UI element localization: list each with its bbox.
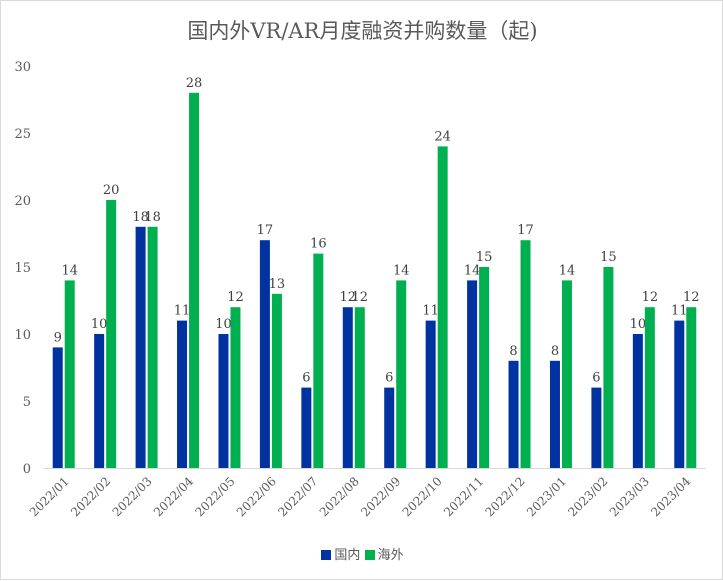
bar-overseas: [561, 280, 572, 468]
bar-overseas: [603, 267, 614, 468]
bar-domestic: [218, 334, 229, 468]
bar-domestic: [301, 387, 312, 468]
data-label: 18: [132, 210, 149, 225]
x-tick-label: 2023/02: [565, 474, 610, 519]
data-label: 28: [186, 76, 203, 91]
y-tick-label: 25: [14, 127, 31, 142]
y-tick-label: 15: [14, 261, 31, 276]
x-tick-label: 2023/04: [648, 474, 693, 519]
data-label: 12: [352, 290, 369, 305]
data-label: 6: [592, 371, 600, 386]
legend-item-domestic: 国内: [321, 548, 360, 563]
data-label: 11: [671, 304, 688, 319]
data-label: 17: [517, 223, 534, 238]
bar-domestic: [549, 360, 560, 468]
chart-title: 国内外VR/AR月度融资并购数量（起): [187, 19, 538, 43]
legend-label: 国内: [334, 548, 361, 563]
data-label: 17: [257, 223, 274, 238]
data-label: 8: [509, 344, 517, 359]
bar-overseas: [230, 307, 241, 468]
bar-overseas: [147, 226, 158, 468]
bar-overseas: [64, 280, 75, 468]
data-label: 10: [630, 317, 647, 332]
data-label: 6: [385, 371, 393, 386]
x-tick-label: 2022/05: [192, 474, 237, 519]
bar-overseas: [479, 267, 490, 468]
x-tick-label: 2022/11: [441, 474, 486, 519]
y-tick-label: 30: [14, 60, 31, 75]
bar-overseas: [437, 146, 448, 468]
data-label: 16: [310, 237, 327, 252]
bar-domestic: [94, 334, 105, 468]
legend-item-overseas: 海外: [364, 548, 404, 563]
bar-overseas: [686, 307, 697, 468]
data-label: 8: [551, 344, 559, 359]
bar-overseas: [354, 307, 365, 468]
data-label: 11: [174, 304, 191, 319]
legend-label: 海外: [377, 548, 404, 563]
data-label: 12: [227, 290, 244, 305]
data-label: 14: [61, 263, 78, 278]
data-label: 24: [434, 129, 451, 144]
data-label: 15: [476, 250, 493, 265]
data-label: 11: [422, 304, 439, 319]
bar-domestic: [384, 387, 395, 468]
legend: 国内 海外: [1, 544, 723, 563]
data-label: 6: [302, 371, 310, 386]
data-label: 12: [683, 290, 700, 305]
bar-domestic: [177, 320, 188, 468]
data-label: 12: [340, 290, 357, 305]
bar-domestic: [632, 334, 643, 468]
data-label: 14: [559, 263, 576, 278]
bar-overseas: [313, 253, 324, 468]
data-label: 15: [600, 250, 617, 265]
data-label: 14: [464, 263, 481, 278]
x-tick-label: 2022/04: [151, 474, 196, 519]
x-tick-label: 2022/07: [275, 474, 320, 519]
data-label: 13: [269, 277, 286, 292]
bar-overseas: [644, 307, 655, 468]
y-tick-label: 10: [14, 328, 31, 343]
bar-domestic: [508, 360, 519, 468]
bar-overseas: [396, 280, 407, 468]
bar-overseas: [189, 92, 200, 469]
bar-domestic: [425, 320, 436, 468]
bar-domestic: [259, 240, 270, 468]
y-tick-label: 20: [14, 194, 31, 209]
x-tick-label: 2022/09: [358, 474, 403, 519]
x-tick-label: 2022/12: [482, 474, 527, 519]
y-tick-label: 5: [23, 395, 31, 410]
bar-domestic: [674, 320, 685, 468]
legend-swatch: [321, 550, 332, 560]
x-tick-label: 2022/08: [317, 474, 362, 519]
bar-domestic: [135, 226, 146, 468]
x-tick-label: 2023/01: [524, 474, 569, 519]
data-label: 10: [91, 317, 108, 332]
x-tick-label: 2022/02: [68, 474, 113, 519]
x-tick-label: 2022/03: [110, 474, 155, 519]
bar-overseas: [106, 200, 117, 468]
data-label: 12: [642, 290, 659, 305]
data-label: 14: [393, 263, 410, 278]
bar-overseas: [520, 240, 531, 468]
data-label: 18: [144, 210, 161, 225]
data-label: 20: [103, 183, 120, 198]
bar-domestic: [467, 280, 478, 468]
bar-overseas: [271, 293, 282, 468]
data-label: 10: [215, 317, 232, 332]
y-tick-label: 0: [23, 462, 31, 477]
x-tick-label: 2023/03: [607, 474, 652, 519]
x-tick-label: 2022/01: [27, 474, 72, 519]
x-tick-label: 2022/06: [234, 474, 279, 519]
bar-domestic: [342, 307, 353, 468]
data-label: 9: [54, 330, 62, 345]
bar-domestic: [52, 347, 63, 468]
bar-domestic: [591, 387, 602, 468]
x-tick-label: 2022/10: [400, 474, 445, 519]
legend-swatch: [364, 550, 375, 560]
